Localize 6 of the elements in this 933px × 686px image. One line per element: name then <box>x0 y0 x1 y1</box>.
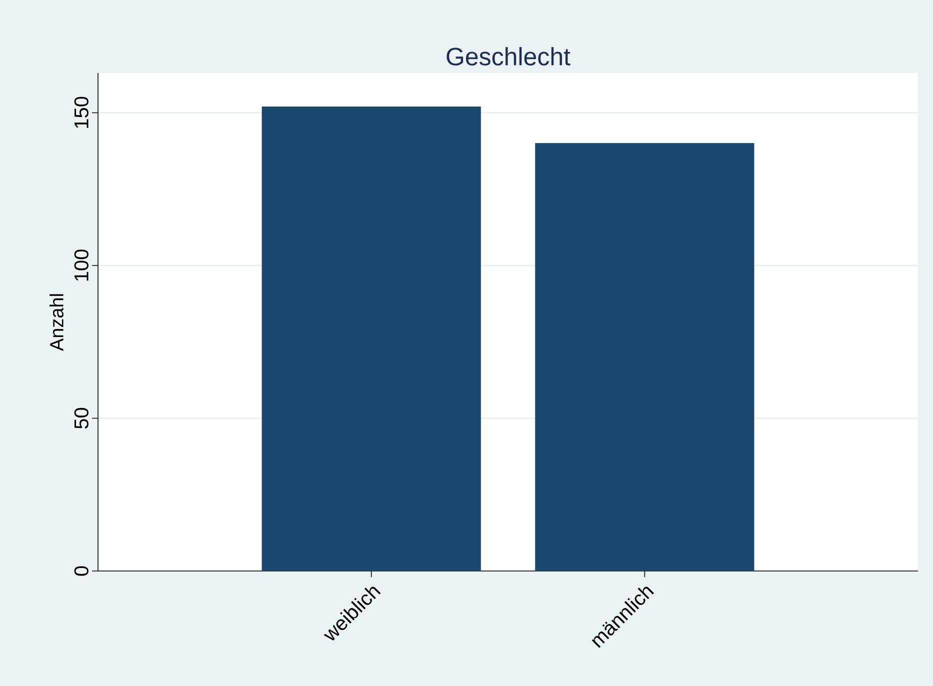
y-tick-label: 100 <box>74 250 88 281</box>
y-tick-label: 150 <box>74 96 88 128</box>
chart-title: Geschlecht <box>446 47 570 66</box>
y-axis-title: Anzahl <box>49 294 64 352</box>
y-tick-label: 0 <box>74 566 88 576</box>
y-tick-label: 50 <box>74 408 88 429</box>
